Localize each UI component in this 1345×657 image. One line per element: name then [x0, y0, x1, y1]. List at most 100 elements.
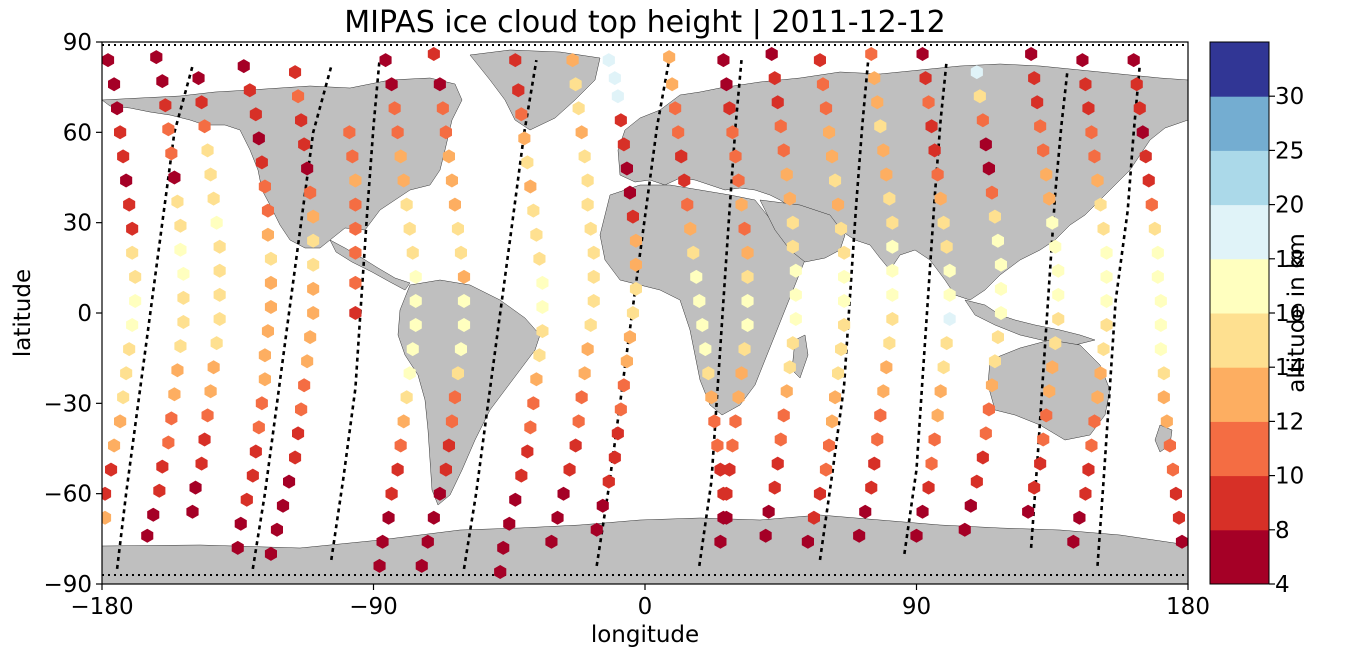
cloud-point-marker — [307, 209, 320, 224]
cloud-point-marker — [838, 245, 851, 260]
cloud-point-marker — [880, 167, 893, 182]
orbit-track-line — [251, 65, 333, 570]
cloud-point-marker — [1154, 318, 1167, 332]
cloud-point-marker — [292, 426, 305, 441]
cloud-point-marker — [868, 71, 881, 86]
x-tick-label: 90 — [902, 594, 931, 620]
cloud-point-marker — [201, 408, 214, 423]
cloud-point-marker — [246, 468, 259, 483]
cloud-point-marker — [409, 269, 422, 284]
colorbar-tick-label: 14 — [1275, 355, 1304, 381]
cloud-point-marker — [234, 516, 247, 531]
cloud-point-marker — [442, 149, 455, 164]
cloud-point-marker — [545, 534, 558, 549]
cloud-point-marker — [153, 483, 166, 498]
cloud-point-marker — [503, 516, 516, 531]
cloud-point-marker — [1082, 101, 1095, 116]
cloud-point-marker — [126, 318, 139, 332]
cloud-point-marker — [693, 294, 706, 308]
cloud-point-marker — [629, 257, 642, 272]
cloud-point-marker — [1022, 504, 1035, 519]
cloud-point-marker — [276, 498, 290, 513]
cloud-point-marker — [255, 396, 268, 411]
cloud-point-marker — [156, 74, 169, 89]
cloud-point-marker — [451, 221, 464, 236]
cloud-point-marker — [735, 197, 748, 212]
cloud-point-marker — [527, 203, 540, 218]
cloud-point-marker — [1043, 384, 1056, 399]
cloud-point-marker — [569, 77, 582, 92]
cloud-point-marker — [307, 257, 320, 272]
cloud-point-marker — [301, 161, 314, 176]
cloud-point-marker — [940, 336, 953, 351]
cloud-point-marker — [813, 486, 826, 501]
cloud-point-marker — [871, 432, 884, 447]
cloud-point-marker — [602, 53, 615, 68]
cloud-point-marker — [916, 504, 929, 519]
cloud-point-marker — [708, 414, 721, 429]
cloud-point-marker — [1028, 480, 1041, 495]
colorbar-tick-label: 4 — [1275, 572, 1290, 598]
cloud-point-marker — [1043, 191, 1056, 206]
cloud-point-marker — [1130, 77, 1143, 92]
cloud-point-marker — [451, 366, 464, 381]
cloud-point-marker — [629, 281, 642, 296]
cloud-point-marker — [738, 221, 751, 236]
cloud-point-marker — [427, 510, 440, 525]
cloud-point-marker — [931, 167, 944, 182]
cloud-point-marker — [174, 339, 187, 354]
cloud-point-marker — [865, 480, 878, 495]
cloud-point-marker — [533, 348, 546, 363]
cloud-point-marker — [883, 191, 896, 206]
cloud-point-marker — [237, 59, 250, 74]
cloud-point-marker — [982, 161, 995, 176]
cloud-point-marker — [826, 149, 839, 164]
cloud-point-marker — [838, 269, 851, 284]
cloud-point-marker — [1145, 197, 1158, 212]
cloud-point-marker — [581, 342, 594, 357]
cloud-point-marker — [117, 390, 130, 405]
cloud-point-marker — [391, 462, 404, 477]
cloud-point-marker — [349, 306, 362, 320]
cloud-point-marker — [813, 53, 826, 68]
cloud-point-marker — [835, 342, 848, 357]
cloud-point-marker — [819, 101, 833, 116]
cloud-point-marker — [919, 71, 932, 86]
cloud-point-marker — [988, 209, 1001, 224]
cloud-point-marker — [397, 414, 410, 429]
ice-cloud-points — [102, 47, 1188, 579]
cloud-point-marker — [1100, 269, 1113, 284]
cloud-point-marker — [159, 98, 172, 113]
cloud-point-marker — [415, 558, 428, 573]
cloud-point-marker — [883, 336, 896, 351]
cloud-point-marker — [406, 342, 419, 357]
cloud-point-marker — [497, 540, 510, 555]
cloud-point-marker — [141, 528, 154, 543]
cloud-point-marker — [213, 263, 226, 278]
cloud-point-marker — [192, 71, 205, 86]
cloud-point-marker — [1085, 125, 1098, 140]
cloud-point-marker — [433, 77, 446, 92]
cloud-point-marker — [982, 402, 995, 417]
cloud-point-marker — [991, 233, 1004, 248]
cloud-point-marker — [457, 318, 471, 332]
cloud-point-marker — [391, 125, 404, 140]
cloud-point-marker — [509, 492, 522, 507]
cloud-point-marker — [669, 101, 682, 116]
cloud-point-marker — [865, 47, 878, 61]
cloud-point-marker — [261, 203, 274, 218]
colorbar-label: altitude in km — [1284, 233, 1310, 393]
cloud-point-marker — [1163, 438, 1176, 453]
cloud-point-marker — [129, 294, 142, 308]
cloud-point-marker — [826, 414, 839, 429]
cloud-point-marker — [150, 50, 163, 65]
cloud-point-marker — [696, 318, 709, 332]
cloud-point-marker — [584, 221, 597, 236]
cloud-point-marker — [1034, 119, 1047, 134]
cloud-point-marker — [726, 125, 739, 140]
cloud-point-marker — [964, 498, 977, 513]
y-tick-label: 0 — [77, 301, 92, 327]
cloud-point-marker — [771, 456, 784, 471]
cloud-point-marker — [611, 426, 624, 441]
cloud-point-marker — [1100, 294, 1113, 308]
